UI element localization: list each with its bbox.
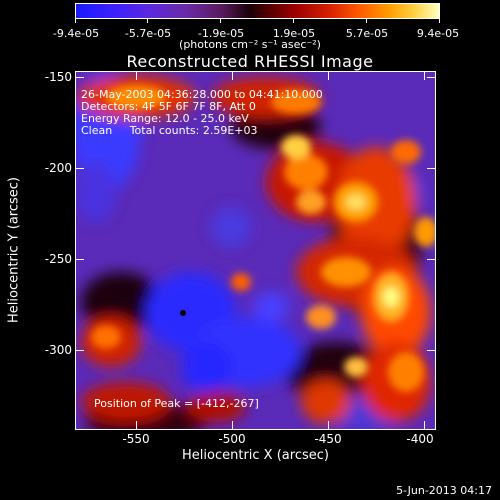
y-tick-label: -250 [44, 252, 72, 266]
y-tick-mark [76, 350, 84, 351]
peak-position: Position of Peak = [-412,-267] [94, 397, 259, 410]
colorbar-tick-label: 5.7e-05 [345, 27, 389, 40]
rhessi-image-map [76, 72, 435, 429]
detectors: Detectors: 4F 5F 6F 7F 8F, Att 0 [81, 100, 256, 113]
colorbar-units: (photons cm⁻² s⁻¹ asec⁻²) [179, 38, 321, 51]
colorbar-tick-mark [439, 19, 440, 23]
x-tick-mark [232, 72, 233, 80]
colorbar-tick-label: -1.9e-05 [197, 27, 245, 40]
colorbar-tick-label: 9.4e-05 [416, 27, 460, 40]
y-tick-label: -300 [44, 343, 72, 357]
colorbar-tick-mark [366, 19, 367, 23]
y-tick-label: -200 [44, 161, 72, 175]
colorbar-tick-label: -5.7e-05 [124, 27, 172, 40]
y-tick-mark [427, 350, 435, 351]
y-tick-mark [427, 259, 435, 260]
colorbar-tick-mark [75, 19, 76, 23]
y-tick-mark [76, 259, 84, 260]
x-tick-mark [232, 421, 233, 429]
y-tick-mark [427, 77, 435, 78]
x-tick-label: -500 [218, 432, 246, 446]
x-axis-label: Heliocentric X (arcsec) [182, 448, 329, 463]
colorbar-tick-mark [220, 19, 221, 23]
x-tick-mark [424, 72, 425, 80]
date-stamp: 5-Jun-2013 04:17 [396, 484, 492, 497]
x-tick-mark [424, 421, 425, 429]
image-title: Reconstructed RHESSI Image [126, 52, 374, 71]
peak-marker [180, 310, 186, 316]
y-tick-mark [76, 77, 84, 78]
x-tick-label: -550 [122, 432, 150, 446]
time-range: 26-May-2003 04:36:28.000 to 04:41:10.000 [81, 88, 323, 101]
rhessi-image: 26-May-2003 04:36:28.000 to 04:41:10.000… [75, 71, 436, 430]
colorbar-tick-label: 1.9e-05 [272, 27, 316, 40]
y-tick-mark [76, 168, 84, 169]
energy-range: Energy Range: 12.0 - 25.0 keV [81, 112, 249, 125]
x-tick-label: -400 [406, 432, 434, 446]
x-tick-mark [136, 72, 137, 80]
y-tick-label: -150 [44, 70, 72, 84]
y-tick-mark [427, 168, 435, 169]
colorbar-tick-mark [293, 19, 294, 23]
x-tick-mark [136, 421, 137, 429]
colorbar-tick-label: -9.4e-05 [52, 27, 100, 40]
algorithm-counts: Clean Total counts: 2.59E+03 [81, 124, 258, 137]
y-axis-label: Heliocentric Y (arcsec) [6, 177, 22, 323]
x-tick-mark [328, 421, 329, 429]
x-tick-label: -450 [314, 432, 342, 446]
x-tick-mark [328, 72, 329, 80]
colorbar-tick-mark [147, 19, 148, 23]
colorbar [75, 3, 440, 19]
